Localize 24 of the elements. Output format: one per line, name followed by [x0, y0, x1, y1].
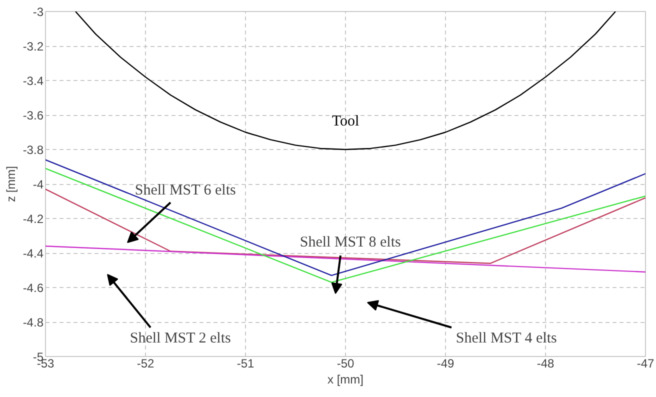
annotation: Shell MST 4 elts	[456, 330, 558, 346]
x-tick-label: -49	[436, 356, 454, 370]
line-series	[74, 12, 616, 150]
y-tick-label: -4.2	[22, 212, 44, 226]
annotation: Shell MST 8 elts	[300, 234, 402, 250]
y-tick-label: -3	[32, 5, 44, 19]
y-axis-title: z [mm]	[4, 166, 18, 202]
y-tick-label: -4.8	[22, 316, 44, 330]
y-tick-label: -4.4	[22, 246, 44, 260]
y-tick-label: -4	[32, 178, 44, 192]
x-tick-label: -47	[636, 356, 654, 370]
annotation: Shell MST 6 elts	[134, 182, 236, 198]
y-tick-label: -3.2	[22, 40, 44, 54]
y-tick-label: -3.4	[22, 74, 44, 88]
x-tick-label: -51	[236, 356, 254, 370]
x-tick-label: -50	[336, 356, 354, 370]
y-tick-label: -3.8	[22, 143, 44, 157]
annotation: Shell MST 2 elts	[130, 330, 232, 346]
x-tick-label: -48	[536, 356, 554, 370]
x-axis-title: x [mm]	[328, 372, 364, 386]
x-tick-label: -52	[136, 356, 154, 370]
y-tick-label: -3.6	[22, 108, 44, 122]
series-label: Tool	[332, 114, 360, 130]
y-tick-label: -4.6	[22, 281, 44, 295]
